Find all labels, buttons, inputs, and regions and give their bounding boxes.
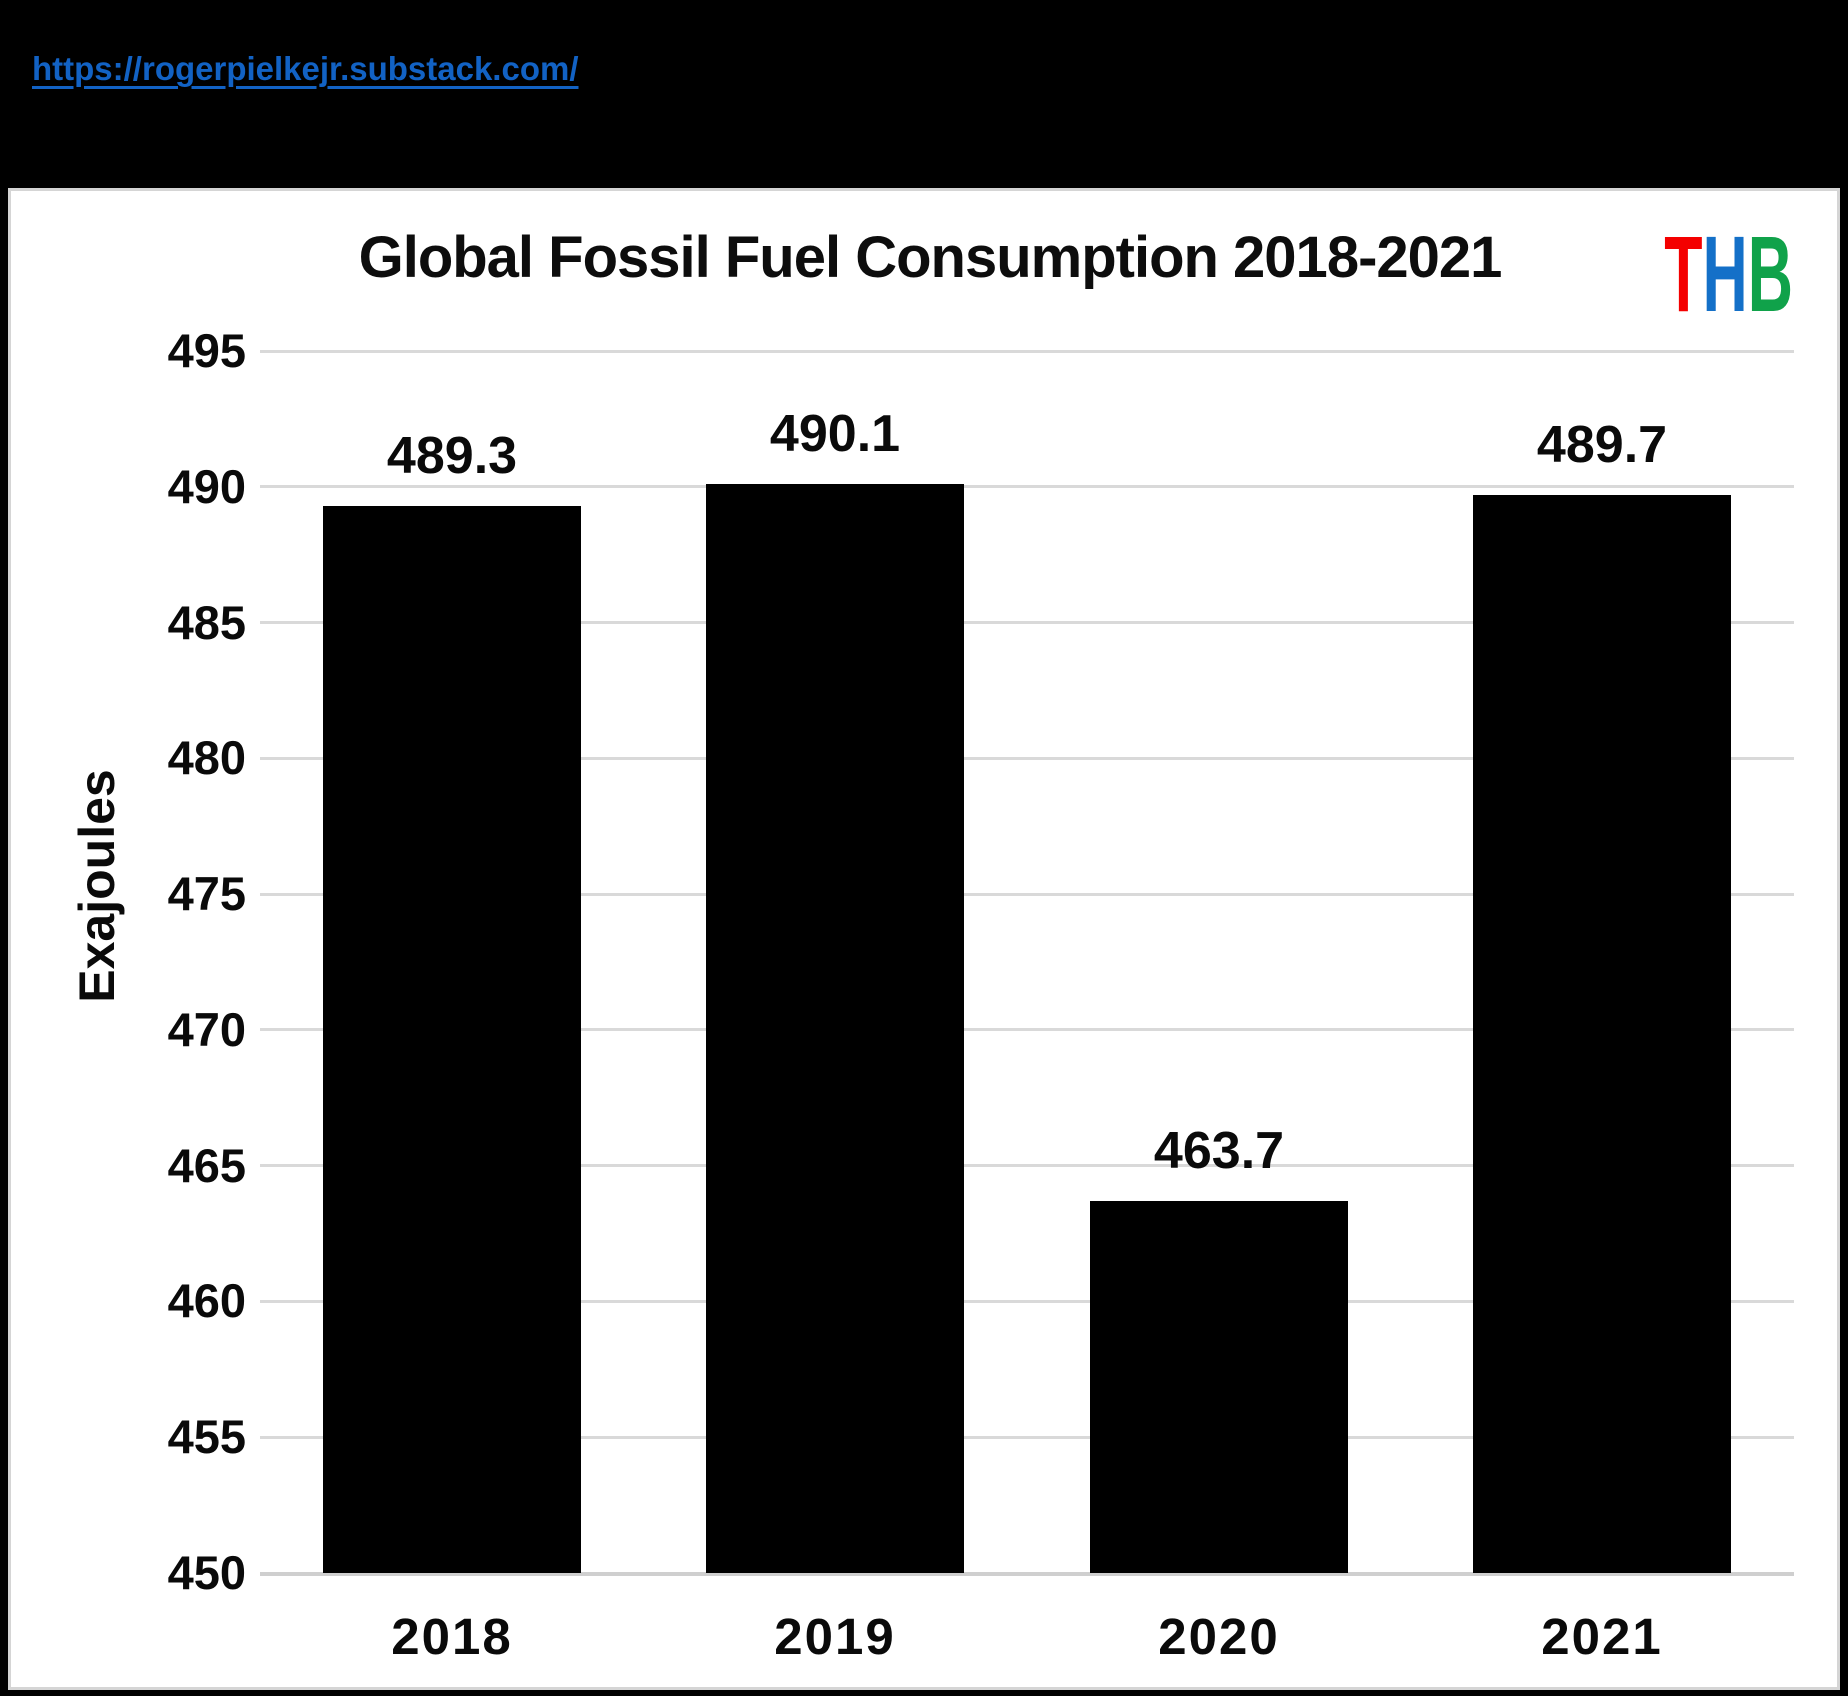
gridline <box>260 893 1794 896</box>
y-tick-label: 460 <box>167 1274 246 1327</box>
plot-area: 450 455 460 465 470 475 480 485 490 495 489.3 2018 4… <box>168 324 1794 1665</box>
y-tick-label: 485 <box>167 596 246 649</box>
bar-value-label: 490.1 <box>769 405 901 463</box>
y-tick-label: 470 <box>167 1003 246 1056</box>
bar-2019 <box>706 484 964 1573</box>
y-tick-label: 495 <box>167 324 246 377</box>
bar-value-label: 489.3 <box>386 427 518 485</box>
logo-letter-h: H <box>1702 213 1748 334</box>
bar-2018 <box>323 506 581 1573</box>
y-tick-label: 465 <box>167 1139 246 1192</box>
gridline <box>260 1028 1794 1031</box>
x-tick-label: 2020 <box>1158 1608 1280 1665</box>
gridline <box>260 1300 1794 1303</box>
x-tick-label: 2021 <box>1541 1608 1663 1665</box>
logo-letter-t: T <box>1664 213 1703 334</box>
thb-logo: THB <box>1664 220 1793 328</box>
gridline <box>260 485 1794 488</box>
bar-2020 <box>1090 1201 1348 1573</box>
bar-value-label: 489.7 <box>1536 416 1668 474</box>
y-tick-label: 450 <box>167 1546 246 1599</box>
y-tick-label: 480 <box>167 731 246 784</box>
x-tick-label: 2018 <box>391 1608 513 1665</box>
gridline <box>260 621 1794 624</box>
gridline <box>260 757 1794 760</box>
gridline <box>260 1436 1794 1439</box>
gridline <box>260 350 1794 353</box>
substack-link[interactable]: https://rogerpielkejr.substack.com/ <box>32 50 579 87</box>
y-tick-label: 455 <box>167 1410 246 1463</box>
bar-value-label: 463.7 <box>1153 1122 1285 1180</box>
logo-letter-b: B <box>1747 213 1793 334</box>
y-tick-label: 475 <box>167 867 246 920</box>
x-tick-label: 2019 <box>774 1608 896 1665</box>
y-axis-title: Exajoules <box>69 769 125 1003</box>
gridline <box>260 1164 1794 1167</box>
y-tick-label: 490 <box>167 460 246 513</box>
chart-title: Global Fossil Fuel Consumption 2018-2021 <box>358 225 1503 290</box>
bar-2021 <box>1473 495 1731 1573</box>
x-axis-line <box>260 1572 1794 1576</box>
